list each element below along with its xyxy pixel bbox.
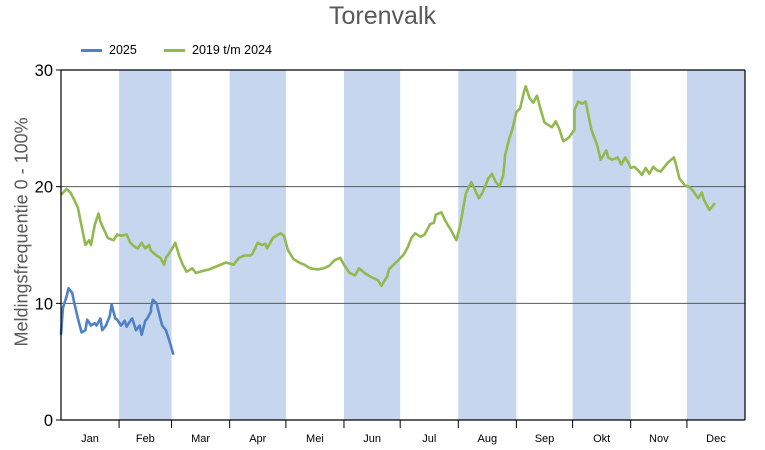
legend-item-2025: 2025: [81, 43, 137, 57]
x-axis-ticks: Jan Feb Mar Apr Mei Jun Jul Aug Sep Okt Nov Dec: [81, 420, 726, 445]
x-tick-label-jun: Jun: [363, 433, 381, 445]
band-dec: [686, 70, 745, 420]
y-tick-label-30: 30: [35, 62, 53, 80]
y-tick-label-20: 20: [35, 179, 53, 197]
legend-label-2025: 2025: [109, 43, 137, 57]
x-tick-label-mar: Mar: [191, 433, 210, 445]
x-tick-label-nov: Nov: [649, 433, 669, 445]
band-okt: [572, 70, 631, 420]
series-2019-t-m-2024: [60, 85, 717, 288]
x-tick-label-feb: Feb: [136, 433, 155, 445]
x-tick-label-aug: Aug: [478, 433, 498, 445]
y-tick-label-0: 0: [44, 412, 53, 430]
band-aug: [458, 70, 517, 420]
month-bands: [119, 70, 745, 420]
x-tick-label-jan: Jan: [81, 433, 99, 445]
x-tick-label-okt: Okt: [593, 433, 610, 445]
series-2025: [59, 286, 175, 356]
x-tick-label-sep: Sep: [535, 433, 555, 445]
x-tick-label-jul: Jul: [422, 433, 436, 445]
x-tick-label-dec: Dec: [706, 433, 726, 445]
band-feb: [119, 70, 172, 420]
legend-swatch-2025: [81, 48, 102, 52]
x-tick-label-mei: Mei: [306, 433, 324, 445]
data-series: [59, 85, 717, 356]
legend-item-2019-2024: 2019 t/m 2024: [164, 43, 272, 57]
x-tick-label-apr: Apr: [249, 433, 266, 445]
y-axis-ticks: 0 10 20 30: [35, 62, 61, 430]
legend-swatch-2019-2024: [164, 48, 185, 52]
legend-label-2019-2024: 2019 t/m 2024: [192, 43, 272, 57]
chart-title: Torenvalk: [329, 2, 436, 30]
y-tick-label-10: 10: [35, 295, 53, 313]
gridlines: [61, 186, 745, 304]
band-jun: [343, 70, 401, 420]
